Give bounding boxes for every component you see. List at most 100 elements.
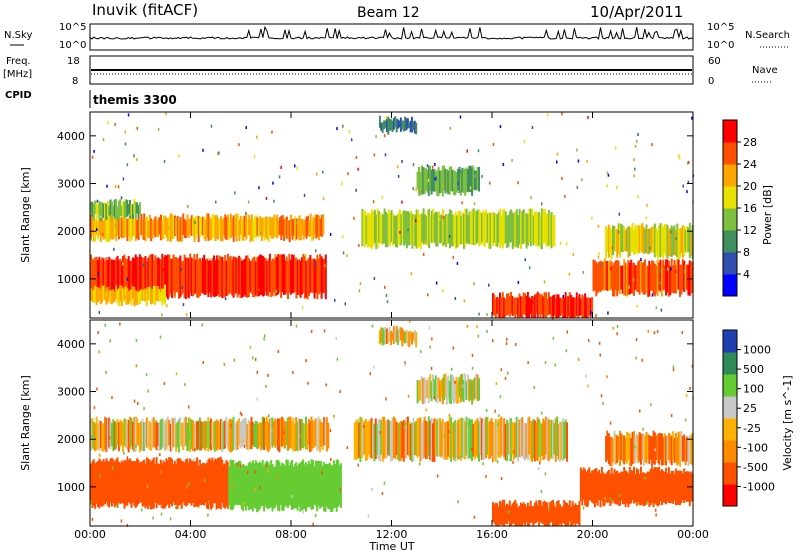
- heatmap-speck: [472, 165, 474, 169]
- heatmap-speck: [556, 160, 558, 164]
- heatmap-cell: [553, 215, 556, 247]
- heatmap-cell: [536, 212, 539, 247]
- heatmap-cell: [454, 211, 457, 249]
- heatmap-cell: [321, 466, 324, 507]
- heatmap-cell: [151, 220, 154, 239]
- heatmap-cell: [681, 473, 684, 501]
- heatmap-cell: [435, 211, 438, 247]
- heatmap-speck: [102, 233, 104, 236]
- heatmap-cell: [221, 219, 224, 242]
- heatmap-cell: [322, 214, 325, 235]
- heatmap-cell: [224, 255, 227, 297]
- heatmap-cell: [241, 220, 244, 241]
- heatmap-cell: [659, 223, 662, 258]
- heatmap-cell: [233, 256, 236, 295]
- heatmap-cell: [384, 326, 387, 344]
- heatmap-cell: [116, 289, 119, 304]
- colorbar-tick-label: 24: [743, 158, 757, 171]
- heatmap-cell: [124, 259, 127, 294]
- heatmap-cell: [414, 214, 417, 246]
- heatmap-cell: [506, 503, 508, 525]
- heatmap-cell: [334, 463, 337, 508]
- heatmap-speck: [640, 258, 642, 261]
- heatmap-cell: [658, 466, 661, 506]
- heatmap-speck: [448, 430, 450, 433]
- colorbar-swatch: [723, 462, 737, 485]
- heatmap-speck: [495, 382, 498, 385]
- heatmap-cell: [404, 420, 407, 459]
- heatmap-cell: [133, 258, 136, 298]
- heatmap-cell: [166, 416, 169, 448]
- heatmap-cell: [500, 297, 503, 318]
- heatmap-cell: [465, 208, 468, 244]
- heatmap-cell: [277, 460, 279, 511]
- heatmap-speck: [651, 143, 653, 147]
- heatmap-cell: [171, 458, 173, 507]
- heatmap-cell: [246, 465, 249, 507]
- heatmap-speck: [192, 465, 194, 469]
- heatmap-cell: [124, 419, 127, 448]
- heatmap-cell: [287, 220, 290, 240]
- heatmap-cell: [430, 417, 433, 462]
- heatmap-cell: [679, 228, 681, 258]
- heatmap-cell: [425, 420, 427, 459]
- heatmap-speck: [434, 163, 436, 166]
- heatmap-speck: [452, 427, 455, 431]
- velocity-colorbar-label: Velocity [m s^-1]: [781, 375, 794, 470]
- heatmap-cell: [94, 200, 97, 215]
- heatmap-speck: [670, 230, 672, 234]
- heatmap-cell: [464, 208, 467, 247]
- heatmap-cell: [229, 213, 232, 238]
- heatmap-cell: [525, 423, 528, 458]
- heatmap-cell: [224, 214, 227, 239]
- heatmap-speck: [91, 155, 94, 159]
- heatmap-cell: [646, 434, 649, 460]
- heatmap-speck: [459, 455, 461, 459]
- heatmap-cell: [453, 215, 456, 245]
- heatmap-speck: [386, 300, 389, 304]
- heatmap-speck: [215, 200, 217, 204]
- heatmap-cell: [176, 458, 179, 510]
- heatmap-cell: [660, 469, 663, 506]
- heatmap-cell: [109, 215, 112, 238]
- heatmap-speck: [159, 453, 161, 457]
- heatmap-cell: [265, 461, 268, 509]
- heatmap-speck: [102, 138, 105, 142]
- heatmap-cell: [666, 259, 669, 293]
- heatmap-speck: [427, 293, 429, 297]
- heatmap-speck: [114, 224, 117, 228]
- heatmap-cell: [270, 261, 273, 298]
- heatmap-speck: [187, 482, 190, 486]
- heatmap-cell: [452, 422, 455, 461]
- heatmap-speck: [576, 148, 578, 152]
- heatmap-cell: [535, 422, 538, 461]
- y-tick-label: 4000: [57, 130, 85, 143]
- heatmap-cell: [253, 256, 256, 298]
- heatmap-cell: [459, 418, 462, 461]
- heatmap-cell: [226, 461, 229, 509]
- y-tick-label: 2000: [57, 225, 85, 238]
- heatmap-cell: [299, 260, 302, 298]
- heatmap-cell: [567, 504, 570, 526]
- heatmap-cell: [104, 461, 106, 504]
- heatmap-speck: [469, 186, 472, 190]
- heatmap-cell: [443, 215, 446, 245]
- heatmap-cell: [254, 261, 257, 296]
- heatmap-speck: [637, 195, 639, 199]
- heatmap-cell: [105, 203, 108, 220]
- heatmap-cell: [99, 421, 102, 449]
- heatmap-cell: [466, 374, 469, 399]
- heatmap-speck: [452, 255, 455, 259]
- heatmap-cell: [246, 423, 249, 450]
- heatmap-cell: [684, 265, 687, 290]
- heatmap-cell: [127, 459, 130, 503]
- heatmap-cell: [314, 418, 317, 447]
- heatmap-cell: [197, 259, 200, 298]
- heatmap-cell: [327, 422, 330, 449]
- heatmap-cell: [154, 421, 157, 448]
- heatmap-cell: [506, 293, 508, 316]
- heatmap-cell: [232, 256, 235, 298]
- heatmap-cell: [115, 459, 118, 506]
- heatmap-speck: [150, 287, 152, 291]
- heatmap-cell: [214, 214, 217, 242]
